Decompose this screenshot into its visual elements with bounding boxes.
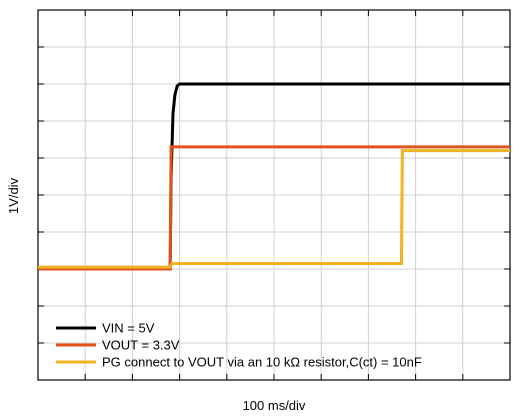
legend: VIN = 5V VOUT = 3.3V PG connect to VOUT vi… [56,321,422,370]
series-line-3 [38,149,510,269]
grid-lines [38,10,510,380]
legend-label-2: VOUT = 3.3V [102,338,180,353]
axis-ticks [38,10,510,380]
series-line-2 [38,145,510,271]
legend-label-3: PG connect to VOUT via an 10 kΩ resistor… [102,355,422,370]
series-layer [38,82,510,271]
legend-label-1: VIN = 5V [102,321,155,336]
y-axis-label: 1V/div [6,177,21,214]
x-axis-label: 100 ms/div [243,398,306,413]
